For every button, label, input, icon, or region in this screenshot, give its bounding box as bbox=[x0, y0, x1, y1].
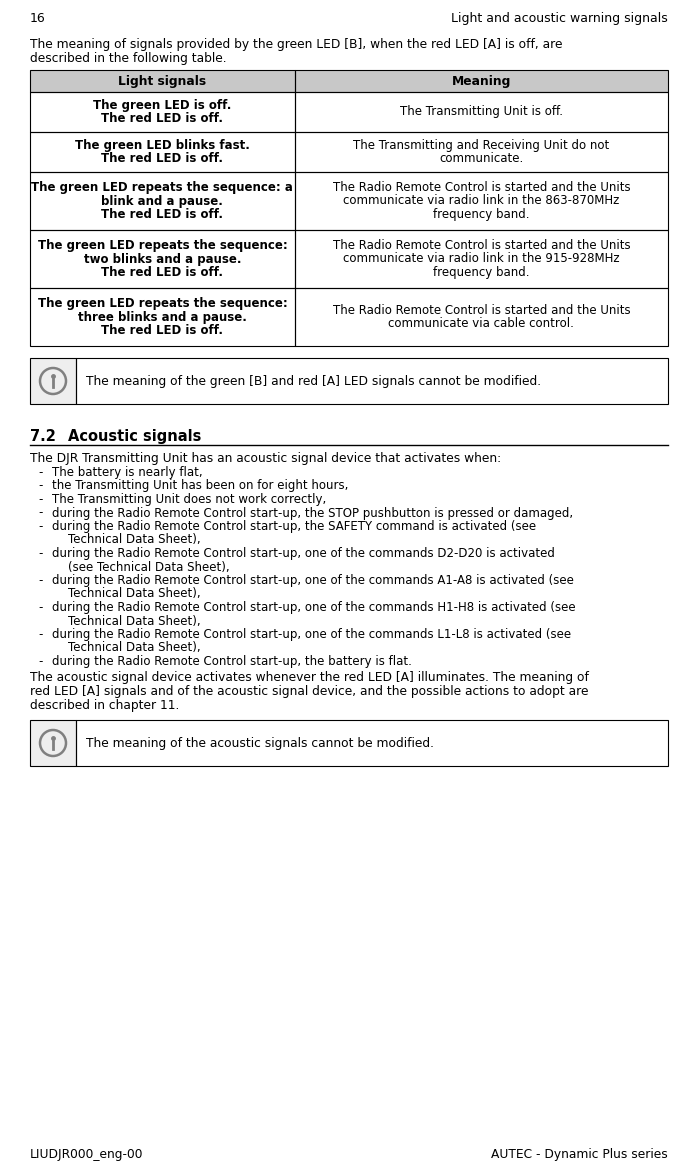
Text: Technical Data Sheet),: Technical Data Sheet), bbox=[68, 587, 200, 601]
Bar bbox=[295, 132, 668, 172]
Bar bbox=[30, 70, 295, 92]
Bar bbox=[30, 230, 295, 288]
Text: The battery is nearly flat,: The battery is nearly flat, bbox=[52, 466, 202, 478]
Text: Light signals: Light signals bbox=[119, 75, 207, 88]
Text: -: - bbox=[38, 480, 43, 492]
Text: during the Radio Remote Control start-up, one of the commands H1-H8 is activated: during the Radio Remote Control start-up… bbox=[52, 601, 576, 614]
Text: The green LED repeats the sequence:: The green LED repeats the sequence: bbox=[38, 296, 288, 310]
Text: -: - bbox=[38, 655, 43, 668]
Text: during the Radio Remote Control start-up, the SAFETY command is activated (see: during the Radio Remote Control start-up… bbox=[52, 520, 536, 533]
Bar bbox=[295, 230, 668, 288]
Text: The red LED is off.: The red LED is off. bbox=[101, 266, 223, 279]
Text: communicate via cable control.: communicate via cable control. bbox=[389, 317, 574, 330]
Text: -: - bbox=[38, 520, 43, 533]
Text: The meaning of the green [B] and red [A] LED signals cannot be modified.: The meaning of the green [B] and red [A]… bbox=[86, 375, 541, 387]
Text: -: - bbox=[38, 547, 43, 560]
Bar bbox=[30, 358, 76, 404]
Text: during the Radio Remote Control start-up, the battery is flat.: during the Radio Remote Control start-up… bbox=[52, 655, 412, 668]
Text: The Transmitting Unit does not work correctly,: The Transmitting Unit does not work corr… bbox=[52, 492, 326, 506]
Text: during the Radio Remote Control start-up, one of the commands L1-L8 is activated: during the Radio Remote Control start-up… bbox=[52, 628, 571, 641]
Text: Acoustic signals: Acoustic signals bbox=[68, 429, 202, 443]
Bar bbox=[30, 288, 295, 345]
Text: communicate via radio link in the 863-870MHz: communicate via radio link in the 863-87… bbox=[343, 195, 620, 208]
Text: -: - bbox=[38, 628, 43, 641]
Text: The Radio Remote Control is started and the Units: The Radio Remote Control is started and … bbox=[332, 181, 630, 194]
Text: frequency band.: frequency band. bbox=[433, 266, 530, 279]
Text: The Radio Remote Control is started and the Units: The Radio Remote Control is started and … bbox=[332, 303, 630, 316]
Text: 16: 16 bbox=[30, 12, 46, 25]
Text: -: - bbox=[38, 466, 43, 478]
Text: two blinks and a pause.: two blinks and a pause. bbox=[84, 252, 241, 266]
Text: -: - bbox=[38, 574, 43, 587]
Text: during the Radio Remote Control start-up, one of the commands A1-A8 is activated: during the Radio Remote Control start-up… bbox=[52, 574, 574, 587]
Text: The meaning of signals provided by the green LED [B], when the red LED [A] is of: The meaning of signals provided by the g… bbox=[30, 39, 563, 51]
Bar bbox=[295, 70, 668, 92]
Text: communicate via radio link in the 915-928MHz: communicate via radio link in the 915-92… bbox=[343, 252, 620, 266]
Text: during the Radio Remote Control start-up, the STOP pushbutton is pressed or dama: during the Radio Remote Control start-up… bbox=[52, 506, 573, 519]
Text: communicate.: communicate. bbox=[439, 152, 524, 166]
Text: Meaning: Meaning bbox=[452, 75, 511, 88]
Text: The Transmitting and Receiving Unit do not: The Transmitting and Receiving Unit do n… bbox=[353, 139, 609, 152]
Text: frequency band.: frequency band. bbox=[433, 208, 530, 221]
Text: LIUDJR000_eng-00: LIUDJR000_eng-00 bbox=[30, 1148, 144, 1161]
Bar bbox=[76, 358, 668, 404]
Text: three blinks and a pause.: three blinks and a pause. bbox=[78, 310, 247, 323]
Text: The acoustic signal device activates whenever the red LED [A] illuminates. The m: The acoustic signal device activates whe… bbox=[30, 671, 589, 685]
Text: The DJR Transmitting Unit has an acoustic signal device that activates when:: The DJR Transmitting Unit has an acousti… bbox=[30, 452, 501, 464]
Bar bbox=[295, 70, 668, 92]
Text: the Transmitting Unit has been on for eight hours,: the Transmitting Unit has been on for ei… bbox=[52, 480, 348, 492]
Text: The red LED is off.: The red LED is off. bbox=[101, 324, 223, 337]
Text: The green LED repeats the sequence: a: The green LED repeats the sequence: a bbox=[31, 181, 293, 194]
Text: 7.2: 7.2 bbox=[30, 429, 56, 443]
Text: The Transmitting Unit is off.: The Transmitting Unit is off. bbox=[400, 105, 563, 119]
Bar bbox=[76, 720, 668, 766]
Text: described in the following table.: described in the following table. bbox=[30, 53, 227, 65]
Bar bbox=[30, 358, 76, 404]
Bar bbox=[30, 720, 76, 766]
Text: (see Technical Data Sheet),: (see Technical Data Sheet), bbox=[68, 560, 230, 573]
Bar bbox=[76, 358, 668, 404]
Text: blink and a pause.: blink and a pause. bbox=[101, 195, 223, 208]
Bar bbox=[30, 172, 295, 230]
Bar bbox=[295, 92, 668, 132]
Text: The red LED is off.: The red LED is off. bbox=[101, 152, 223, 166]
Text: red LED [A] signals and of the acoustic signal device, and the possible actions : red LED [A] signals and of the acoustic … bbox=[30, 685, 588, 698]
Bar bbox=[295, 172, 668, 230]
Bar bbox=[295, 288, 668, 345]
Text: described in chapter 11.: described in chapter 11. bbox=[30, 699, 179, 712]
Text: The meaning of the acoustic signals cannot be modified.: The meaning of the acoustic signals cann… bbox=[86, 736, 434, 749]
Text: The green LED blinks fast.: The green LED blinks fast. bbox=[75, 139, 250, 152]
Text: Technical Data Sheet),: Technical Data Sheet), bbox=[68, 615, 200, 628]
Text: The green LED repeats the sequence:: The green LED repeats the sequence: bbox=[38, 239, 288, 252]
Text: -: - bbox=[38, 506, 43, 519]
Bar bbox=[30, 92, 295, 132]
Bar bbox=[30, 70, 295, 92]
Text: Technical Data Sheet),: Technical Data Sheet), bbox=[68, 533, 200, 546]
Text: -: - bbox=[38, 601, 43, 614]
Bar bbox=[76, 720, 668, 766]
Text: The Radio Remote Control is started and the Units: The Radio Remote Control is started and … bbox=[332, 239, 630, 252]
Text: Light and acoustic warning signals: Light and acoustic warning signals bbox=[451, 12, 668, 25]
Bar bbox=[30, 132, 295, 172]
Text: The red LED is off.: The red LED is off. bbox=[101, 208, 223, 221]
Text: The green LED is off.: The green LED is off. bbox=[94, 99, 232, 112]
Bar bbox=[30, 720, 76, 766]
Text: -: - bbox=[38, 492, 43, 506]
Text: The red LED is off.: The red LED is off. bbox=[101, 112, 223, 125]
Text: during the Radio Remote Control start-up, one of the commands D2-D20 is activate: during the Radio Remote Control start-up… bbox=[52, 547, 555, 560]
Text: Technical Data Sheet),: Technical Data Sheet), bbox=[68, 642, 200, 655]
Text: AUTEC - Dynamic Plus series: AUTEC - Dynamic Plus series bbox=[491, 1148, 668, 1161]
